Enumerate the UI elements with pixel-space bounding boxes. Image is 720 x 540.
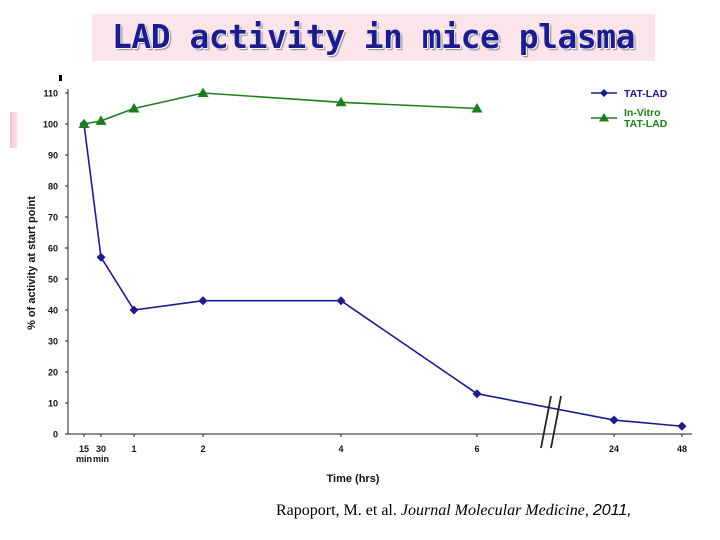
- data-point-tat-lad: [336, 296, 346, 306]
- x-tick-label: 4: [338, 444, 343, 454]
- y-tick-label: 0: [53, 430, 58, 440]
- x-tick-label: 1: [131, 444, 136, 454]
- data-point-in-vitro-tat-lad: [471, 103, 483, 113]
- y-tick-label: 50: [48, 275, 58, 285]
- series-line-tat-lad: [83, 123, 683, 428]
- citation-authors: Rapoport, M. et al.: [276, 502, 397, 519]
- y-tick-labels: 0 10 20 30 40 50 60 70 80 90 100 110: [43, 89, 58, 440]
- legend-diamond-marker: [600, 89, 608, 97]
- x-tick-label: 2: [200, 444, 205, 454]
- citation-journal: Journal Molecular Medicine,: [400, 502, 589, 519]
- data-point-in-vitro-tat-lad: [197, 87, 209, 97]
- data-point-in-vitro-tat-lad: [335, 96, 347, 107]
- axis-break-mark: [540, 395, 552, 449]
- axis-break: [540, 395, 562, 449]
- page-title: LAD activity in mice plasma: [112, 17, 635, 56]
- y-tick-label: 20: [48, 368, 58, 378]
- data-point-tat-lad: [677, 421, 687, 431]
- x-tick-label: 6: [474, 444, 479, 454]
- legend-triangle-marker: [599, 113, 609, 122]
- y-tick-label: 90: [48, 151, 58, 161]
- axis-break-mark: [550, 395, 562, 449]
- citation-year: 2011,: [592, 502, 632, 519]
- data-point-tat-lad: [129, 305, 139, 315]
- data-point-in-vitro-tat-lad: [128, 103, 140, 113]
- x-tick-label: 15: [79, 444, 89, 454]
- data-point-tat-lad: [198, 296, 208, 306]
- y-tick-label: 80: [48, 182, 58, 192]
- x-tick-label: 48: [677, 444, 687, 454]
- y-tick-label: 60: [48, 244, 58, 254]
- y-tick-label: 10: [48, 399, 58, 409]
- y-axis-label: % of activity at start point: [26, 196, 38, 330]
- legend-label: TAT-LAD: [624, 118, 668, 130]
- decorative-mark: [59, 75, 62, 81]
- data-point-tat-lad: [609, 415, 619, 425]
- data-point-in-vitro-tat-lad: [95, 115, 107, 125]
- data-point-tat-lad: [472, 389, 482, 399]
- chart-series: [78, 87, 687, 431]
- y-tick-label: 110: [43, 89, 58, 99]
- x-tick-label-unit: min: [76, 454, 92, 464]
- series-line-in-vitro-tat-lad: [83, 92, 478, 125]
- citation: Rapoport, M. et al. Journal Molecular Me…: [276, 502, 632, 520]
- x-axis-label: Time (hrs): [327, 473, 380, 485]
- data-point-tat-lad: [96, 252, 106, 262]
- chart-axes: [65, 89, 692, 437]
- y-tick-label: 30: [48, 337, 58, 347]
- data-point-in-vitro-tat-lad: [78, 118, 90, 128]
- x-tick-label-unit: min: [93, 454, 109, 464]
- x-tick-label: 24: [609, 444, 619, 454]
- x-tick-label: 30: [96, 444, 106, 454]
- y-tick-label: 70: [48, 213, 58, 223]
- decorative-stripe: [10, 112, 18, 148]
- y-tick-label: 40: [48, 306, 58, 316]
- legend-label: In-Vitro: [624, 107, 661, 119]
- y-tick-label: 100: [43, 120, 58, 130]
- legend-label: TAT-LAD: [624, 88, 668, 100]
- title-banner: LAD activity in mice plasma: [92, 14, 655, 61]
